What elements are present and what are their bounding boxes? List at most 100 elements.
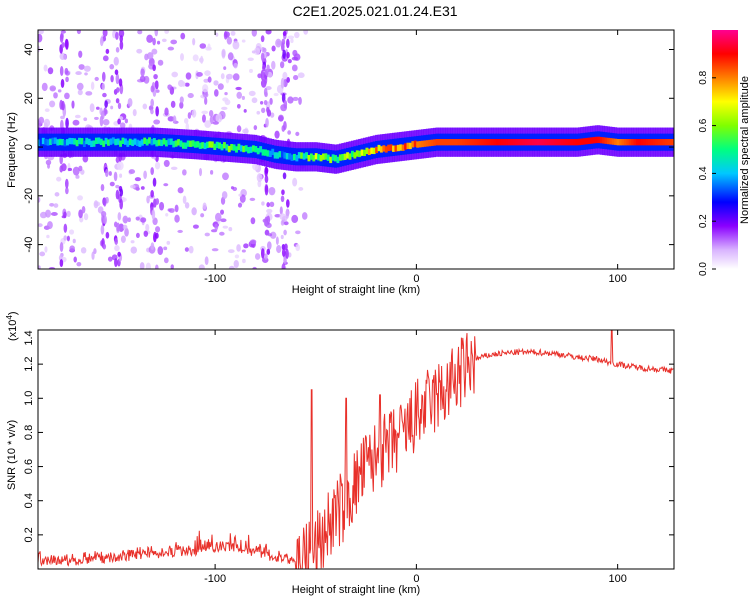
- spectrogram-cell: [283, 257, 287, 264]
- spectrogram-cell: [282, 49, 286, 59]
- spectrogram-cell: [232, 40, 240, 50]
- spectrogram-cell: [255, 43, 262, 51]
- spectrogram-cell: [628, 139, 632, 146]
- spectrogram-cell: [66, 235, 70, 242]
- colorbar-tick-label: 0.2: [698, 214, 709, 228]
- spectrogram-cell: [78, 137, 81, 145]
- spectrogram-cell: [241, 249, 246, 253]
- spectrogram-cell: [107, 139, 110, 146]
- spectrogram-cell: [585, 137, 589, 145]
- spectrogram-cell: [117, 251, 121, 257]
- spectrogram-cell: [498, 139, 502, 146]
- spectrogram-cell: [268, 150, 272, 158]
- spectrogram-cell: [220, 209, 225, 215]
- spectrogram-cell: [156, 40, 161, 45]
- spectrogram-cell: [662, 139, 666, 146]
- spectrogram-cell: [154, 80, 159, 87]
- spectrogram-cell: [493, 139, 497, 146]
- spectrogram-cell: [266, 241, 272, 250]
- spectrogram-cell: [116, 161, 124, 171]
- spectrogram-cell: [278, 114, 284, 122]
- spectrogram-cell: [286, 51, 290, 59]
- spectrogram-cell: [73, 256, 77, 263]
- spectrogram-cell: [114, 258, 118, 267]
- spectrogram-cell: [244, 145, 248, 152]
- spectrogram-cell: [227, 145, 231, 153]
- spectrogram-cell: [220, 144, 224, 151]
- spectrogram-cell: [375, 146, 379, 154]
- spectrogram-cell: [44, 108, 50, 112]
- spectrogram-cell: [256, 110, 261, 115]
- spectrogram-cell: [254, 253, 261, 260]
- spectrogram-cell: [63, 140, 67, 147]
- spectrogram-cell: [142, 103, 148, 110]
- spectrogram-cell: [45, 209, 52, 218]
- spectrogram-cell: [135, 232, 140, 238]
- spectrogram-cell: [59, 33, 64, 43]
- spectrogram-cell: [102, 197, 107, 207]
- spectrogram-cell: [192, 37, 196, 46]
- spectrogram-cell: [56, 176, 62, 182]
- spectrogram-cell: [130, 246, 138, 254]
- y-tick-label: 0.6: [23, 459, 35, 474]
- spectrogram-cell: [282, 172, 287, 180]
- spectrogram-cell: [73, 138, 77, 145]
- spectrogram-cell: [82, 154, 89, 163]
- spectrogram-cell: [126, 140, 130, 147]
- spectrogram-cell: [594, 136, 598, 144]
- spectrogram-cell: [63, 223, 68, 233]
- spectrogram-cell: [123, 138, 127, 145]
- spectrogram-cell: [202, 84, 209, 93]
- spectrogram-cell: [82, 140, 86, 147]
- spectrogram-cell: [292, 96, 299, 101]
- spectrogram-cell: [84, 72, 88, 76]
- spectrogram-cell: [367, 148, 371, 156]
- spectrogram-cell: [520, 139, 523, 146]
- spectrogram-cell: [265, 86, 272, 91]
- spectrogram-cell: [536, 139, 540, 146]
- spectrogram-cell: [164, 107, 169, 116]
- spectrogram-cell: [280, 234, 284, 240]
- spectrogram-cell: [114, 138, 118, 146]
- spectrogram-cell: [193, 141, 197, 148]
- spectrogram-cell: [110, 75, 114, 83]
- figure-title: C2E1.2025.021.01.24.E31: [292, 3, 457, 19]
- snr-multiplier: (x104): [5, 311, 19, 341]
- spectrogram-cell: [76, 30, 81, 35]
- spectrogram-cell: [280, 195, 285, 203]
- spectrogram-cell: [336, 156, 340, 164]
- y-tick-label: 0: [23, 144, 35, 150]
- spectrogram-cell: [303, 30, 309, 35]
- spectrogram-cell: [174, 214, 180, 223]
- spectrogram-cell: [90, 140, 94, 148]
- spectrogram-cell: [452, 139, 456, 146]
- spectrogram-cell: [150, 242, 155, 251]
- spectrogram-cell: [317, 154, 321, 161]
- spectrogram-cell: [155, 264, 159, 269]
- spectrogram-cell: [527, 139, 531, 146]
- spectrogram-cell: [177, 139, 180, 146]
- spectrogram-cell: [222, 97, 229, 102]
- spectrogram-cell: [300, 152, 304, 159]
- spectrogram-cell: [93, 248, 97, 255]
- spectrogram-cell: [281, 248, 286, 257]
- spectrogram-cell: [604, 137, 608, 144]
- spectrogram-cell: [626, 139, 630, 146]
- spectrogram-cell: [182, 169, 187, 176]
- spectrogram-cell: [179, 101, 184, 109]
- spectrogram-cell: [170, 100, 176, 108]
- spectrogram-cell: [633, 139, 637, 146]
- spectrogram-cell: [65, 39, 69, 50]
- spectrogram-cell: [243, 109, 247, 113]
- spectrogram-cell: [43, 118, 51, 128]
- spectrogram-cell: [60, 119, 64, 131]
- spectrogram-cell: [159, 201, 165, 211]
- spectrogram-cell: [466, 139, 470, 146]
- spectrogram-cell: [590, 137, 593, 144]
- spectrogram-cell: [254, 146, 258, 153]
- spectrogram-cell: [233, 62, 238, 69]
- spectrogram-cell: [145, 223, 150, 232]
- spectrogram-cell: [160, 139, 164, 147]
- spectrogram-cell: [171, 71, 179, 78]
- spectrogram-cell: [167, 84, 173, 90]
